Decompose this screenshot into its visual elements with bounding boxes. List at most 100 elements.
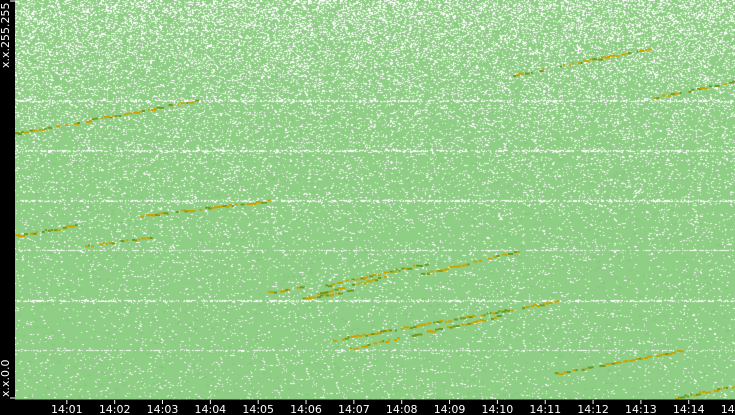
scan-point — [317, 293, 321, 296]
scan-point — [614, 362, 619, 364]
scan-point — [282, 290, 287, 292]
scan-trace — [140, 199, 272, 218]
scan-point — [356, 334, 360, 337]
x-tick: 14:05 — [242, 400, 274, 415]
scan-point — [699, 391, 702, 394]
scan-point — [638, 357, 642, 360]
scan-point — [285, 288, 289, 291]
scan-point — [56, 125, 61, 128]
scan-point — [602, 364, 606, 367]
scan-point — [311, 296, 317, 299]
scan-point — [426, 272, 430, 275]
scan-point — [156, 106, 161, 109]
scan-point — [496, 315, 502, 317]
scan-point — [325, 284, 329, 287]
scan-point — [465, 315, 470, 318]
scan-trace — [85, 237, 153, 248]
scan-point — [377, 332, 383, 335]
scan-point — [480, 314, 484, 317]
scan-point — [189, 101, 195, 104]
scan-point — [510, 309, 514, 312]
scan-point — [482, 319, 487, 322]
scan-point — [394, 339, 397, 342]
scan-point — [411, 334, 417, 337]
scan-point — [21, 235, 25, 237]
scan-point — [601, 56, 607, 59]
scan-point — [362, 333, 366, 336]
scan-point — [464, 263, 470, 266]
scan-point — [140, 237, 146, 240]
scan-point — [491, 317, 494, 320]
scan-point — [533, 303, 537, 306]
scan-point — [385, 341, 390, 344]
scan-point — [513, 75, 517, 78]
scan-point — [147, 108, 150, 111]
scan-point — [581, 368, 585, 371]
scan-point — [445, 320, 448, 323]
scan-point — [697, 87, 703, 90]
scan-trace — [302, 276, 387, 300]
scan-trace — [308, 289, 354, 300]
scan-point — [681, 396, 686, 399]
scan-point — [41, 230, 45, 233]
scan-point — [501, 310, 507, 313]
scan-point — [702, 390, 707, 393]
scan-point — [195, 99, 200, 102]
scan-point — [708, 85, 712, 88]
scan-point — [130, 112, 133, 115]
scan-point — [524, 306, 530, 309]
scan-point — [612, 54, 616, 57]
scan-point — [369, 275, 374, 278]
scan-point — [691, 88, 695, 91]
scan-point — [505, 253, 508, 256]
scan-point — [670, 93, 676, 96]
scan-point — [363, 276, 368, 279]
x-tick: 14:01 — [51, 400, 83, 415]
scan-point — [328, 290, 333, 293]
scan-point — [382, 340, 385, 343]
scan-point — [645, 49, 648, 51]
scan-point — [329, 294, 334, 297]
scan-point — [605, 363, 610, 365]
scan-point — [568, 64, 571, 67]
scan-point — [62, 226, 67, 229]
scan-point — [487, 257, 492, 260]
scan-point — [690, 393, 693, 396]
scan-point — [413, 264, 416, 267]
scan-trace — [332, 300, 560, 342]
scan-point — [545, 302, 550, 305]
scan-point — [352, 348, 356, 351]
scan-point — [662, 353, 666, 356]
x-tick-label: 14:10 — [482, 403, 514, 415]
scan-point — [133, 111, 138, 114]
scan-point — [418, 324, 422, 327]
scan-point — [20, 131, 24, 134]
scan-point — [479, 259, 483, 262]
scan-point — [388, 338, 391, 341]
scan-point — [105, 243, 108, 245]
scan-point — [299, 286, 305, 289]
scan-point — [357, 278, 360, 281]
x-tick-label: 14:03 — [147, 403, 179, 415]
scan-point — [424, 263, 429, 266]
scan-point — [659, 354, 663, 357]
scan-point — [322, 291, 328, 294]
scan-point — [636, 50, 639, 53]
scan-point — [152, 214, 155, 217]
scan-point — [336, 282, 341, 284]
scan-point — [673, 92, 679, 95]
scan-point — [554, 372, 559, 375]
scan-point — [88, 244, 91, 247]
scan-point — [146, 214, 150, 217]
scan-point — [258, 201, 263, 204]
x-tick-label: 14:06 — [290, 403, 322, 415]
scan-point — [498, 310, 501, 313]
scan-point — [495, 312, 499, 314]
scan-point — [74, 122, 80, 125]
scan-point — [668, 94, 671, 97]
scan-point — [720, 388, 722, 391]
scan-point — [337, 287, 342, 290]
scan-point — [504, 309, 508, 312]
scan-point — [35, 231, 38, 234]
scan-point — [449, 326, 453, 329]
